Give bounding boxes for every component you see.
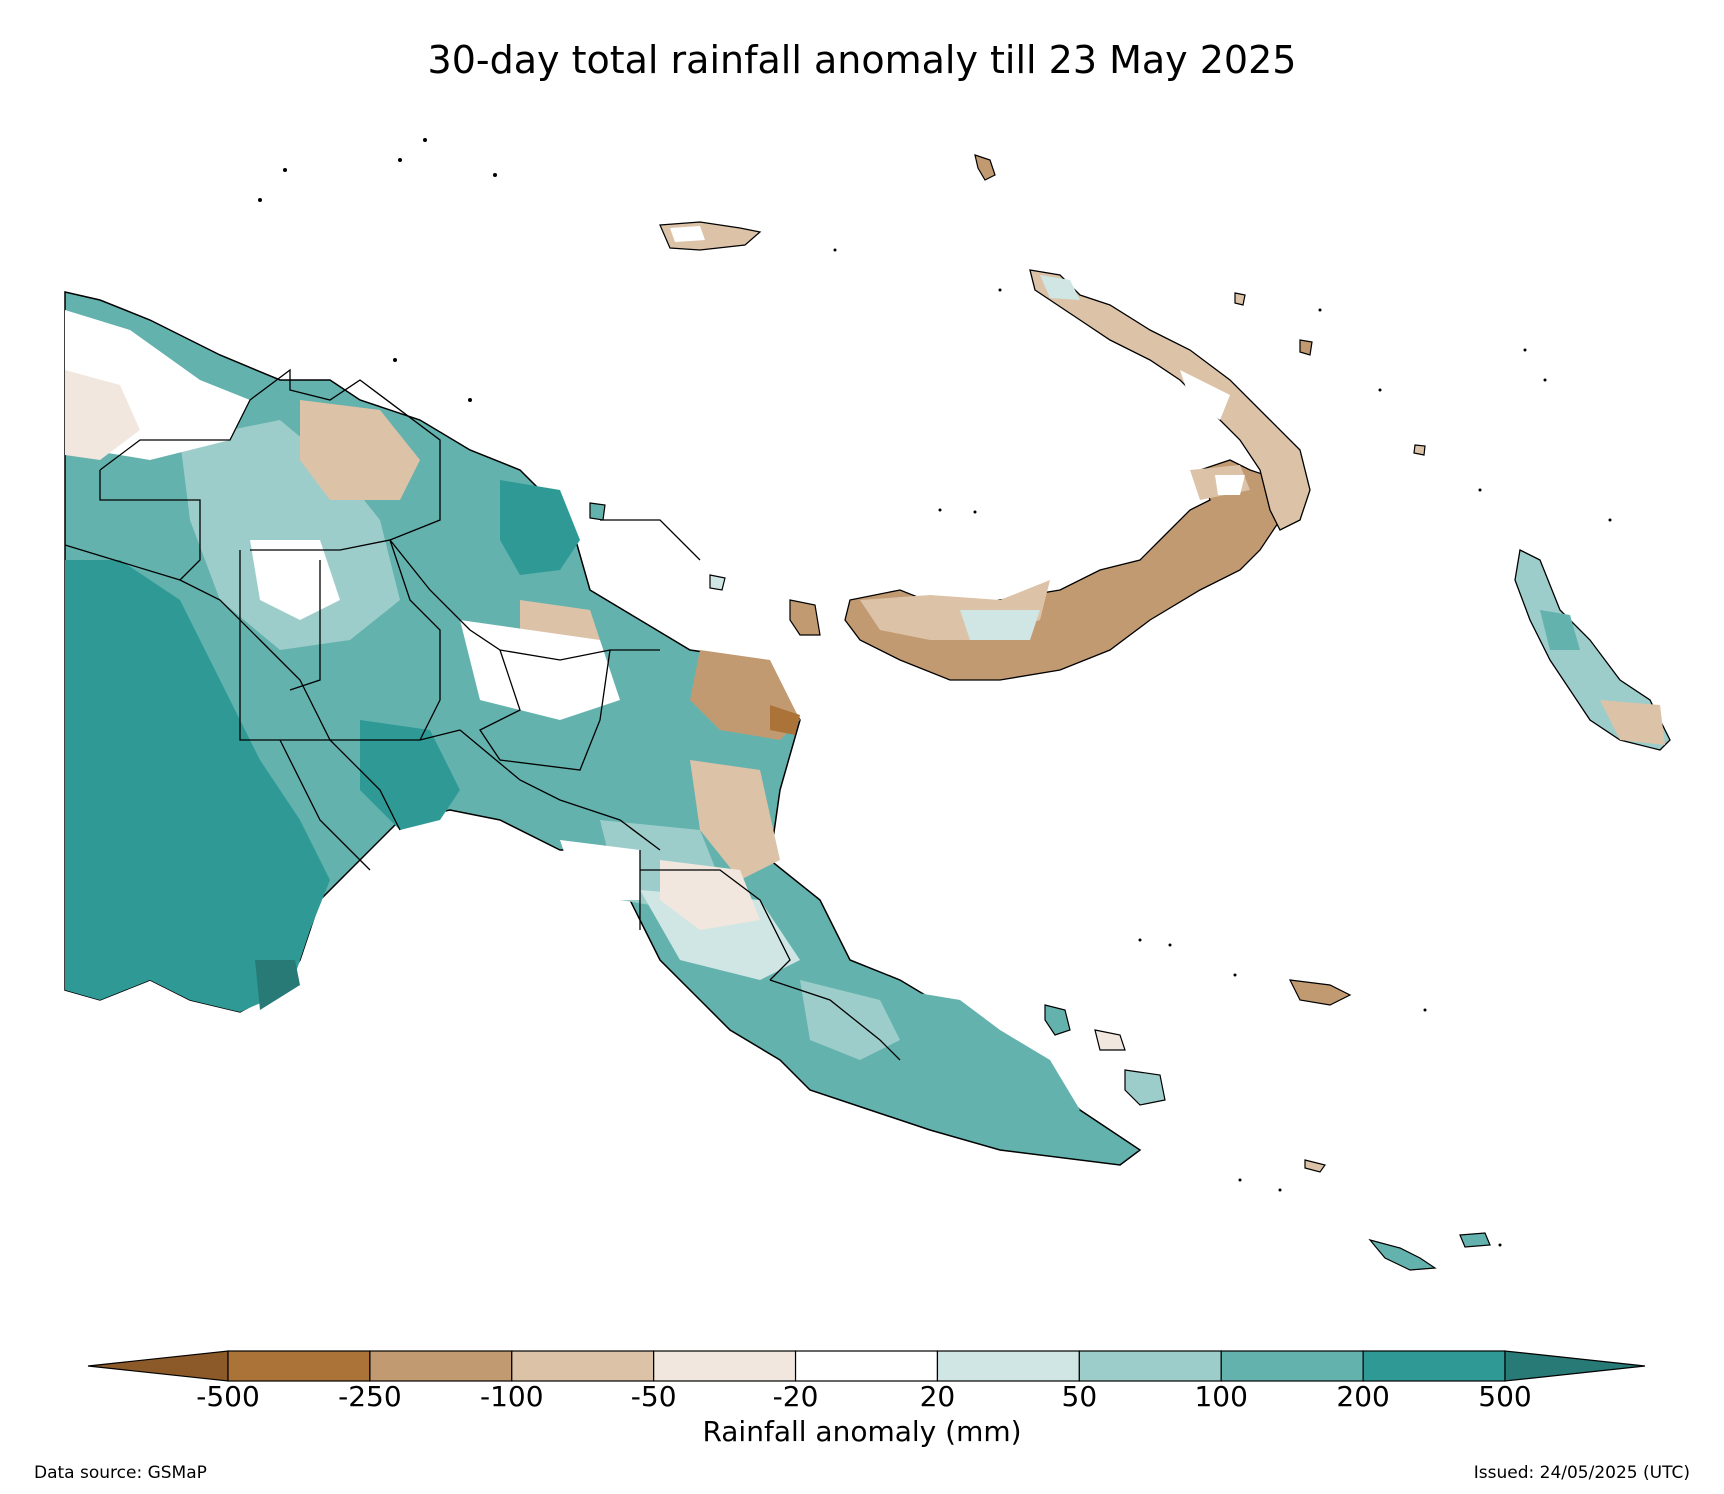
map-title: 30-day total rainfall anomaly till 23 Ma… bbox=[427, 38, 1297, 82]
highlands-neutral bbox=[250, 540, 340, 620]
southeast-islands bbox=[1044, 979, 1491, 1271]
dry-zones bbox=[65, 310, 800, 930]
colorbar-tick-label: -500 bbox=[196, 1380, 260, 1413]
colorbar-segment bbox=[227, 1350, 371, 1382]
small-islands bbox=[258, 138, 1612, 1247]
province-boundaries bbox=[64, 368, 901, 1061]
colorbar-segment bbox=[1362, 1350, 1506, 1382]
issued-date: Issued: 24/05/2025 (UTC) bbox=[1473, 1463, 1690, 1483]
milne-bay-wet bbox=[900, 990, 1080, 1120]
colorbar-segment bbox=[794, 1350, 939, 1382]
bougainville bbox=[1514, 549, 1671, 751]
colorbar-label: Rainfall anomaly (mm) bbox=[702, 1415, 1022, 1448]
east-sepik-very-wet bbox=[500, 480, 580, 575]
new-britain bbox=[844, 459, 1281, 681]
colorbar-tick-label: 500 bbox=[1478, 1380, 1532, 1413]
manus-islands bbox=[589, 154, 1426, 636]
colorbar-segment bbox=[936, 1350, 1080, 1382]
gulf-very-wet bbox=[360, 720, 460, 830]
colorbar-tick-label: -20 bbox=[772, 1380, 819, 1413]
southwest-very-wet bbox=[65, 560, 330, 1012]
madang-neutral bbox=[460, 620, 620, 720]
colorbar-tick-label: -100 bbox=[479, 1380, 544, 1413]
southwest-extreme bbox=[255, 960, 300, 1010]
data-source: Data source: GSMaP bbox=[34, 1463, 207, 1483]
colorbar-segment bbox=[511, 1350, 655, 1382]
east-sepik-mild-dry bbox=[300, 400, 420, 500]
colorbar-tick-label: -250 bbox=[338, 1380, 402, 1413]
colorbar-segment bbox=[1220, 1350, 1364, 1382]
colorbar-tick-label: -50 bbox=[630, 1380, 677, 1413]
colorbar-segment bbox=[369, 1350, 513, 1382]
colorbar-extend-low bbox=[87, 1350, 229, 1382]
colorbar-segments bbox=[87, 1350, 1646, 1382]
west-sepik-slight-dry bbox=[65, 370, 140, 460]
gulf-neutral bbox=[560, 840, 640, 900]
colorbar-tick-label: 200 bbox=[1336, 1380, 1390, 1413]
colorbar-tick-label: 20 bbox=[919, 1380, 956, 1413]
huon-strong-dry bbox=[770, 705, 800, 735]
colorbar-tick-label: 50 bbox=[1061, 1380, 1098, 1413]
new-ireland bbox=[1029, 269, 1311, 531]
morobe-mild-dry bbox=[690, 760, 780, 880]
southern-coast-mild-wet bbox=[800, 980, 900, 1060]
colorbar-segment bbox=[1078, 1350, 1222, 1382]
colorbar-tick-label: 100 bbox=[1194, 1380, 1248, 1413]
colorbar-extend-high bbox=[1504, 1350, 1646, 1382]
morobe-slight-dry bbox=[660, 860, 760, 930]
colorbar-segment bbox=[653, 1350, 797, 1382]
